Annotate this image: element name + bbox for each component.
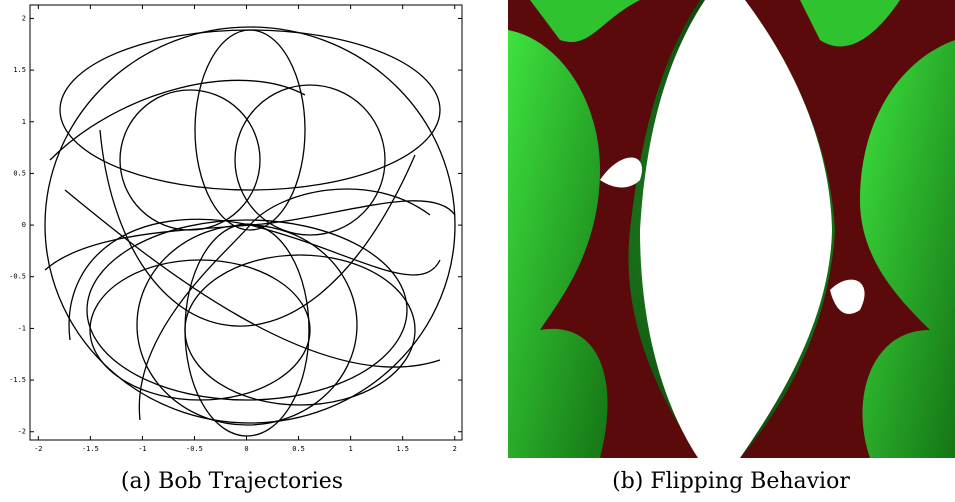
x-tick-label: 1.5: [396, 445, 409, 453]
y-tick-label: -0.5: [9, 273, 26, 281]
x-tick-label: 2: [453, 445, 457, 453]
x-tick-label: -2: [34, 445, 42, 453]
y-tick-label: 1.5: [13, 66, 26, 74]
flipping-image: [508, 0, 955, 458]
caption: (a) Bob Trajectories: [121, 469, 343, 494]
x-tick-label: -0.5: [186, 445, 203, 453]
x-tick-label: -1.5: [82, 445, 99, 453]
x-tick-label: 1: [349, 445, 353, 453]
x-tick-label: -1: [138, 445, 146, 453]
y-tick-label: -1: [18, 324, 26, 332]
x-tick-label: 0.5: [292, 445, 305, 453]
y-tick-label: 2: [22, 14, 26, 22]
y-tick-label: -2: [18, 428, 26, 436]
y-tick-label: 0: [22, 221, 26, 229]
trajectories: [44, 26, 456, 437]
y-tick-label: 1: [22, 118, 26, 126]
y-tick-label: -1.5: [9, 376, 26, 384]
plot-frame: [29, 4, 463, 441]
y-tick-label: 0.5: [13, 169, 26, 177]
caption: (b) Flipping Behavior: [612, 469, 850, 494]
x-tick-label: 0: [244, 445, 248, 453]
